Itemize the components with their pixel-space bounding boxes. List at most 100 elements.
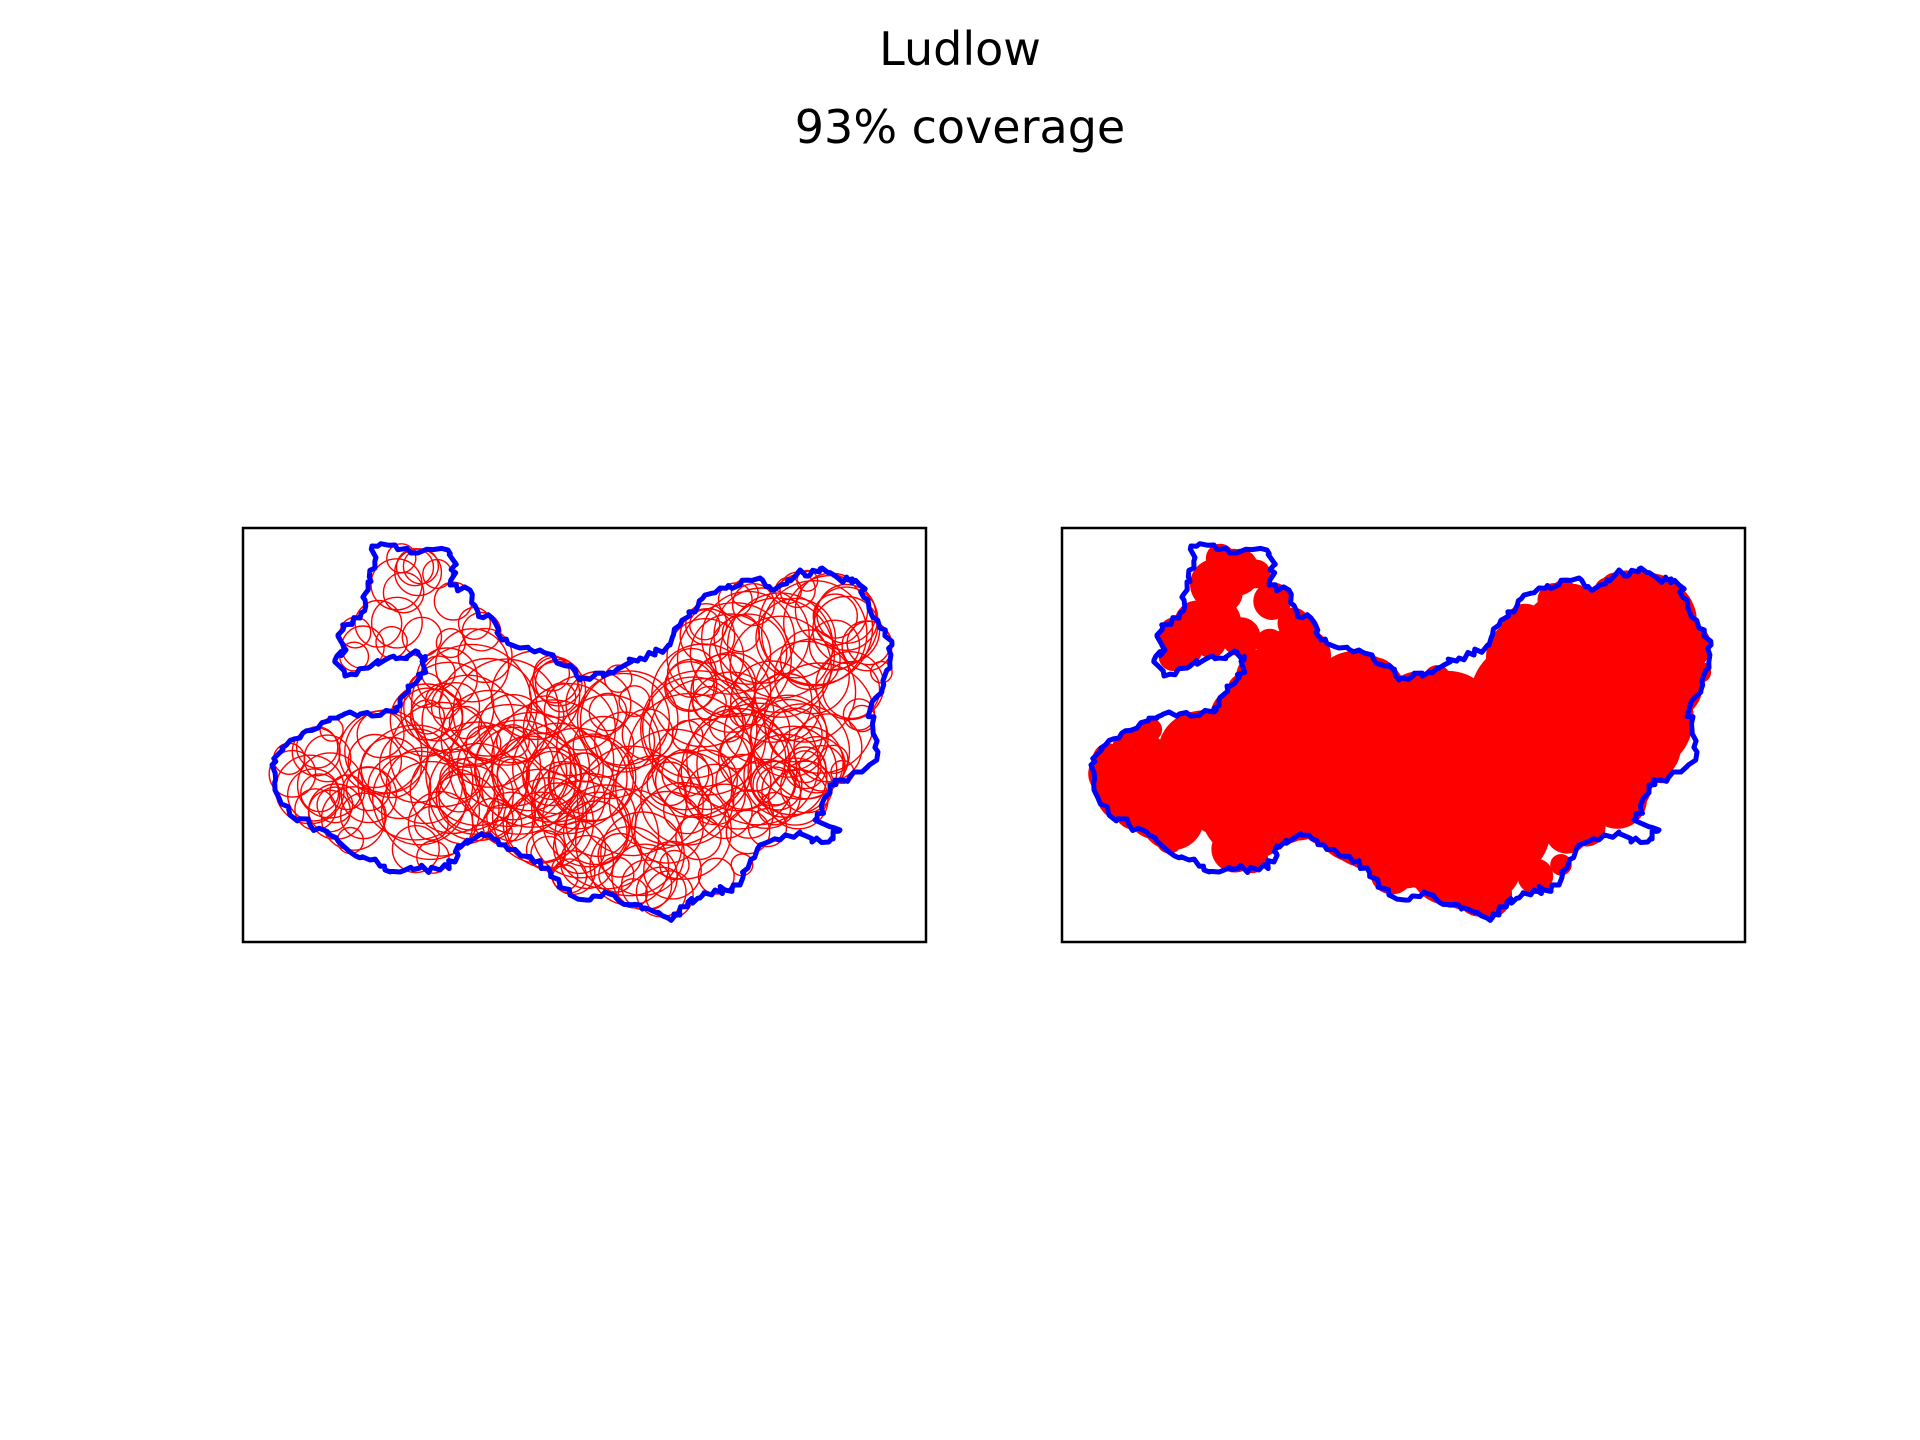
coverage-circle bbox=[618, 685, 651, 718]
coverage-circle bbox=[534, 658, 583, 707]
coverage-fill-disc bbox=[1351, 657, 1398, 703]
coverage-fill-disc bbox=[1222, 662, 1313, 753]
coverage-circle bbox=[708, 613, 788, 692]
coverage-circle bbox=[576, 745, 688, 857]
coverage-circle bbox=[428, 742, 527, 842]
coverage-fill-disc bbox=[1533, 588, 1629, 684]
coverage-circle bbox=[700, 590, 796, 685]
coverage-circle bbox=[697, 857, 735, 895]
coverage-circle bbox=[439, 758, 481, 800]
coverage-circle bbox=[767, 768, 829, 830]
coverage-fill-disc bbox=[1092, 743, 1124, 775]
coverage-fill-disc bbox=[1190, 558, 1241, 610]
coverage-circle bbox=[316, 786, 354, 824]
coverage-circle bbox=[410, 643, 533, 766]
coverage-circle bbox=[676, 601, 793, 718]
coverage-circle bbox=[400, 687, 454, 741]
coverage-circle bbox=[370, 596, 423, 649]
coverage-circle bbox=[752, 760, 803, 811]
coverage-circle bbox=[496, 732, 583, 819]
coverage-circle bbox=[287, 768, 341, 822]
coverage-circle bbox=[696, 702, 820, 826]
coverage-circle bbox=[347, 733, 403, 789]
coverage-circle bbox=[437, 769, 481, 813]
coverage-fill-disc bbox=[1450, 791, 1523, 864]
coverage-circle bbox=[389, 683, 464, 757]
coverage-circle bbox=[559, 834, 615, 890]
figure-title: Ludlow bbox=[879, 22, 1041, 76]
coverage-circle bbox=[684, 763, 746, 826]
coverage-circle bbox=[448, 705, 483, 740]
coverage-circle bbox=[380, 760, 481, 861]
coverage-circle bbox=[659, 849, 690, 881]
coverage-circle bbox=[370, 558, 423, 611]
coverage-circle bbox=[726, 592, 834, 699]
coverage-circle bbox=[783, 746, 827, 790]
coverage-circle bbox=[434, 628, 510, 703]
coverage-fill-disc bbox=[1517, 858, 1554, 894]
coverage-fill-disc bbox=[1438, 685, 1469, 717]
coverage-circle bbox=[329, 774, 366, 811]
coverage-fill-disc bbox=[1257, 769, 1300, 812]
coverage-circle bbox=[320, 786, 386, 851]
coverage-circle bbox=[300, 773, 340, 813]
coverage-circle bbox=[525, 695, 565, 734]
coverage-circle bbox=[465, 725, 502, 762]
coverage-circle bbox=[730, 660, 813, 743]
coverage-union-fill bbox=[1088, 543, 1712, 919]
coverage-circle bbox=[819, 744, 849, 774]
coverage-circle bbox=[576, 672, 671, 766]
coverage-circle bbox=[416, 840, 450, 874]
coverage-circle bbox=[675, 813, 722, 861]
coverage-circle bbox=[715, 753, 772, 810]
coverage-circle bbox=[554, 784, 660, 890]
coverage-circle bbox=[757, 791, 792, 826]
region-boundary-right bbox=[1088, 541, 1714, 923]
coverage-circle bbox=[621, 708, 674, 761]
coverage-fill-disc bbox=[1167, 734, 1221, 788]
coverage-circle bbox=[729, 615, 832, 718]
coverage-circle bbox=[296, 752, 364, 819]
coverage-circle bbox=[679, 608, 736, 664]
coverage-circle bbox=[565, 791, 632, 858]
coverage-circle bbox=[394, 548, 443, 597]
coverage-circle bbox=[354, 599, 403, 648]
coverage-circle bbox=[430, 682, 481, 732]
coverage-circle bbox=[640, 670, 758, 788]
coverage-circle bbox=[755, 597, 837, 679]
coverage-circle bbox=[546, 682, 577, 713]
coverage-circle bbox=[648, 677, 767, 796]
region-boundary-left bbox=[269, 541, 895, 923]
coverage-circle bbox=[793, 713, 863, 783]
right-panel bbox=[1060, 526, 1747, 944]
coverage-circle bbox=[664, 661, 716, 713]
coverage-circle bbox=[495, 724, 530, 759]
coverage-circle bbox=[389, 701, 495, 808]
coverage-circle bbox=[725, 809, 771, 855]
coverage-circle bbox=[435, 756, 514, 835]
coverage-circle bbox=[588, 692, 628, 732]
coverage-circle bbox=[486, 791, 537, 842]
coverage-circle bbox=[692, 653, 757, 718]
coverage-circle bbox=[340, 766, 398, 824]
coverage-fill-disc bbox=[1127, 784, 1183, 840]
coverage-circle bbox=[788, 736, 846, 794]
coverage-circle bbox=[522, 746, 582, 807]
coverage-circle bbox=[403, 661, 495, 753]
coverage-circle bbox=[409, 699, 446, 735]
coverage-circle bbox=[457, 627, 513, 684]
coverage-circle bbox=[356, 710, 405, 759]
coverage-circle bbox=[603, 664, 633, 694]
coverage-fill-disc bbox=[1577, 792, 1610, 825]
coverage-circle bbox=[391, 824, 440, 874]
coverage-circle bbox=[643, 840, 702, 900]
coverage-circle bbox=[534, 762, 606, 835]
coverage-circle bbox=[767, 707, 823, 763]
coverage-circle bbox=[525, 727, 628, 830]
coverage-circle bbox=[718, 723, 787, 792]
coverage-circle bbox=[630, 790, 704, 864]
coverage-circle bbox=[608, 754, 704, 851]
coverage-circle bbox=[382, 571, 425, 614]
coverage-fill-disc bbox=[1253, 582, 1292, 620]
